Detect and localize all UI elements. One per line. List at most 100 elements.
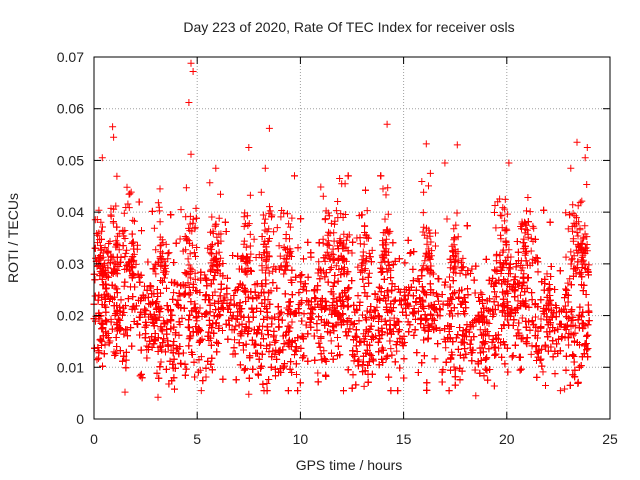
data-point xyxy=(141,294,149,302)
data-point xyxy=(517,291,524,299)
data-point xyxy=(196,289,204,296)
data-point xyxy=(104,273,112,281)
data-point xyxy=(214,340,222,347)
data-point xyxy=(532,342,540,350)
data-point xyxy=(365,279,373,287)
data-point xyxy=(201,271,209,279)
data-point xyxy=(547,343,555,351)
data-point xyxy=(245,313,252,321)
data-point xyxy=(368,370,376,378)
data-point xyxy=(258,350,266,358)
data-point xyxy=(352,342,360,350)
data-point xyxy=(368,332,376,340)
data-point xyxy=(431,305,439,313)
data-point xyxy=(383,352,391,360)
data-point xyxy=(157,323,165,331)
data-point xyxy=(286,365,294,373)
data-point xyxy=(490,298,498,306)
data-point xyxy=(470,276,478,284)
data-point xyxy=(535,346,543,354)
data-point xyxy=(561,302,569,310)
data-point xyxy=(288,291,296,299)
data-point xyxy=(415,278,423,285)
data-point xyxy=(143,354,151,362)
data-point xyxy=(129,293,137,301)
data-point xyxy=(491,344,499,352)
data-point xyxy=(213,348,221,356)
data-point xyxy=(241,326,249,334)
data-point xyxy=(194,368,202,376)
data-point xyxy=(208,354,216,362)
data-point xyxy=(162,348,169,356)
data-point xyxy=(240,366,248,374)
data-point xyxy=(409,292,417,300)
data-point xyxy=(270,327,278,335)
data-point xyxy=(93,356,101,364)
data-point xyxy=(362,186,369,194)
data-point xyxy=(464,267,472,274)
data-point xyxy=(540,206,548,214)
data-point xyxy=(108,325,116,333)
data-point xyxy=(268,353,276,361)
data-point xyxy=(459,331,467,339)
data-point xyxy=(195,356,203,364)
data-point xyxy=(185,342,193,350)
data-point xyxy=(257,341,265,349)
data-point xyxy=(219,327,226,334)
data-point xyxy=(577,362,585,370)
data-point xyxy=(400,374,408,382)
data-point xyxy=(114,315,122,323)
data-point xyxy=(386,325,394,333)
data-point xyxy=(174,302,182,310)
data-point xyxy=(148,290,156,298)
data-point xyxy=(144,258,152,266)
data-point xyxy=(367,322,375,330)
data-point xyxy=(304,238,312,246)
data-point xyxy=(238,320,246,328)
data-point xyxy=(284,322,292,330)
data-point xyxy=(257,307,265,315)
data-point xyxy=(317,316,325,324)
data-point xyxy=(454,331,462,338)
data-point xyxy=(136,331,144,339)
data-point xyxy=(142,307,150,315)
data-point xyxy=(101,341,109,349)
data-point xyxy=(214,297,222,305)
data-point xyxy=(418,283,426,291)
data-point xyxy=(442,344,450,352)
data-point xyxy=(154,348,162,355)
data-point xyxy=(581,342,589,350)
data-point xyxy=(300,255,307,263)
data-point xyxy=(169,349,177,357)
data-point xyxy=(235,339,243,347)
data-point xyxy=(446,273,453,281)
data-point xyxy=(316,275,324,283)
data-point xyxy=(401,292,409,300)
data-point xyxy=(287,358,295,366)
data-point xyxy=(153,286,161,293)
data-point xyxy=(441,325,449,333)
data-point xyxy=(154,293,162,300)
data-point xyxy=(331,307,339,315)
data-point xyxy=(490,310,498,318)
data-point xyxy=(501,360,509,368)
data-point xyxy=(330,279,338,287)
data-point xyxy=(134,270,142,278)
data-point xyxy=(471,289,479,297)
data-point xyxy=(571,366,579,374)
data-point xyxy=(298,317,306,325)
data-point xyxy=(313,320,321,328)
data-point xyxy=(208,366,216,374)
data-point xyxy=(447,307,455,315)
data-point xyxy=(460,332,468,340)
data-point xyxy=(294,244,302,252)
data-point xyxy=(500,276,508,283)
data-point xyxy=(182,365,190,373)
data-point xyxy=(498,280,506,288)
data-point xyxy=(263,313,271,321)
data-point xyxy=(500,321,508,329)
data-point xyxy=(438,368,446,376)
data-point xyxy=(160,335,168,343)
data-point xyxy=(317,333,325,341)
data-point xyxy=(504,368,512,376)
